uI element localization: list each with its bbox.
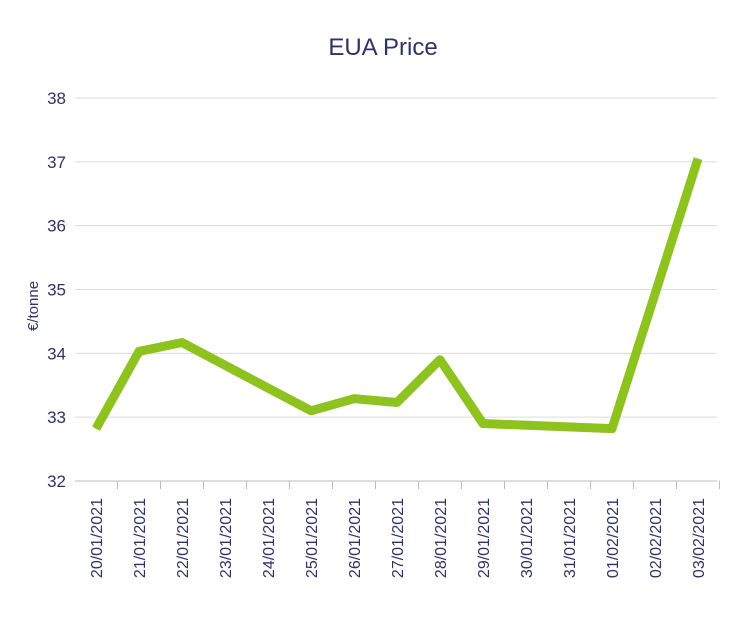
data-point: [95, 428, 97, 430]
x-tick-label: 24/01/2021: [261, 498, 278, 578]
x-tick-label: 31/01/2021: [562, 498, 579, 578]
x-tick-label: 23/01/2021: [218, 498, 235, 578]
y-tick-label: 35: [47, 281, 66, 300]
x-tick-label: 03/02/2021: [691, 498, 708, 578]
x-tick-label: 21/01/2021: [132, 498, 149, 578]
data-point: [181, 341, 183, 343]
chart-title: EUA Price: [328, 34, 437, 61]
x-tick-label: 25/01/2021: [304, 498, 321, 578]
grid: [75, 97, 720, 489]
data-point: [482, 423, 484, 425]
y-tick-label: 33: [47, 408, 66, 427]
y-tick-label: 34: [47, 344, 66, 363]
series-line-0: [92, 157, 703, 434]
data-point: [611, 428, 613, 430]
y-tick-label: 37: [47, 153, 66, 172]
y-tick-labels: 32 33 34 35 36 37 38: [47, 89, 66, 491]
data-point: [310, 410, 312, 412]
x-tick-labels: 20/01/2021 21/01/2021 22/01/2021 23/01/2021…: [89, 498, 708, 578]
data-point: [439, 359, 441, 361]
x-tick-label: 01/02/2021: [605, 498, 622, 578]
y-axis-label: €/tonne: [25, 281, 42, 331]
x-tick-label: 27/01/2021: [390, 498, 407, 578]
x-tick-label: 28/01/2021: [433, 498, 450, 578]
data-point: [396, 401, 398, 403]
series-layer: [92, 157, 703, 434]
data-point: [654, 293, 656, 295]
y-tick-label: 38: [47, 89, 66, 108]
x-tick-label: 30/01/2021: [519, 498, 536, 578]
y-tick-label: 36: [47, 217, 66, 236]
x-tick-label: 26/01/2021: [347, 498, 364, 578]
data-point: [138, 350, 140, 352]
y-tick-label: 32: [47, 472, 66, 491]
x-tick-label: 29/01/2021: [476, 498, 493, 578]
data-point: [697, 158, 699, 160]
x-tick-label: 02/02/2021: [648, 498, 665, 578]
x-tick-label: 22/01/2021: [175, 498, 192, 578]
x-tick-label: 20/01/2021: [89, 498, 106, 578]
data-point: [353, 398, 355, 400]
